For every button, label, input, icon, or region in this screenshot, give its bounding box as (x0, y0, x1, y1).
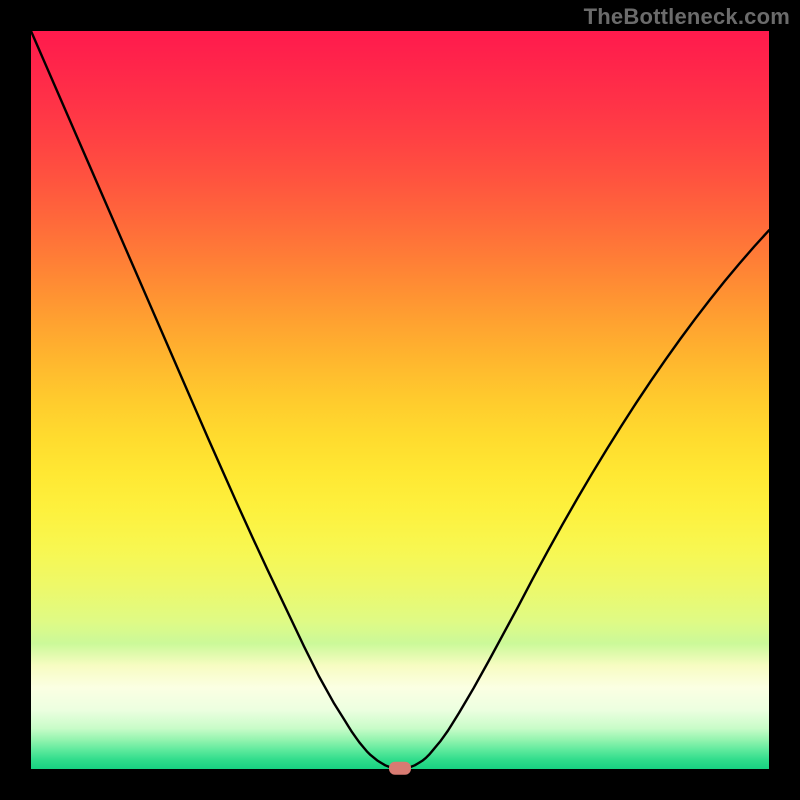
chart-container: TheBottleneck.com (0, 0, 800, 800)
bottleneck-chart (0, 0, 800, 800)
optimum-marker (389, 762, 411, 775)
plot-background (31, 31, 769, 769)
watermark-text: TheBottleneck.com (584, 4, 790, 30)
